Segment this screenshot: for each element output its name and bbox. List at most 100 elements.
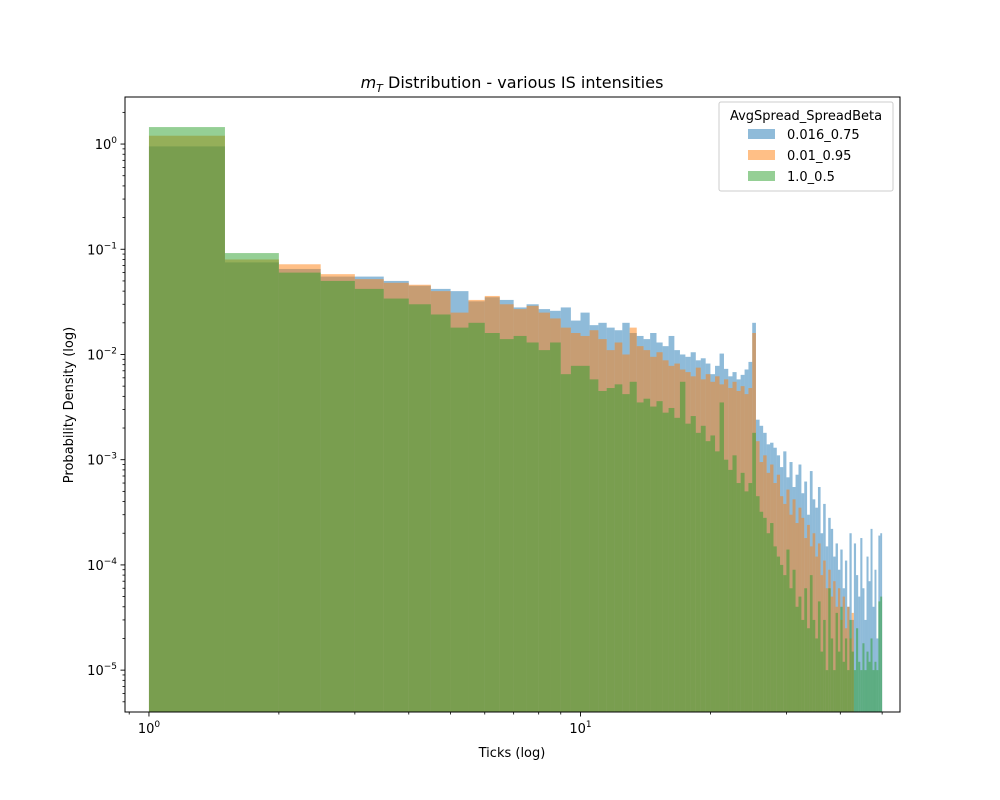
bar-1.0_0.5-14 [538,350,551,712]
bar-1.0_0.5-75 [833,670,836,712]
bar-1.0_0.5-74 [830,638,834,712]
bar-0.01_0.95-65 [807,524,810,712]
legend-title: AvgSpread_SpreadBeta [730,109,882,124]
bar-1.0_0.5-11 [499,339,514,712]
bar-0.016_0.75-90 [866,556,869,712]
bar-1.0_0.5-26 [643,398,651,712]
bar-1.0_0.5-23 [622,394,630,712]
bar-1.0_0.5-64 [804,588,808,712]
bar-1.0_0.5-16 [560,374,571,712]
bar-1.0_0.5-72 [825,670,829,712]
bar-1.0_0.5-59 [789,588,793,712]
bar-1.0_0.5-9 [468,322,485,712]
bar-1.0_0.5-68 [815,638,818,712]
bar-1.0_0.5-76 [835,612,838,712]
legend-swatch-2 [748,171,775,181]
bar-1.0_0.5-71 [823,619,826,712]
bar-1.0_0.5-65 [807,628,810,712]
bar-1.0_0.5-0 [148,127,225,713]
bar-1.0_0.5-67 [812,619,816,712]
bar-1.0_0.5-48 [752,432,756,712]
y-axis-label: Probability Density (log) [62,327,77,483]
bar-1.0_0.5-42 [728,469,733,712]
bar-1.0_0.5-69 [817,601,821,712]
bar-1.0_0.5-56 [780,564,784,712]
bar-1.0_0.5-50 [759,511,764,712]
bar-0.016_0.75-93 [872,606,875,712]
bar-1.0_0.5-82 [849,619,852,712]
x-axis-ticks: 100 101 [128,712,883,737]
bar-1.0_0.5-91 [868,661,871,712]
y-tick-label-2: 10−3 [87,452,117,469]
bar-0.016_0.75-94 [874,569,877,712]
legend: AvgSpread_SpreadBeta 0.016_0.75 0.01_0.95… [718,101,894,192]
bar-1.0_0.5-96 [878,601,881,712]
bar-1.0_0.5-3 [320,280,355,712]
bar-0.016_0.75-87 [860,538,863,712]
bar-1.0_0.5-6 [408,304,431,712]
bar-0.01_0.95-79 [842,596,845,712]
bar-1.0_0.5-94 [874,661,877,712]
bar-1.0_0.5-97 [880,596,883,712]
bar-1.0_0.5-61 [795,606,799,712]
bar-1.0_0.5-41 [723,459,729,712]
bar-1.0_0.5-38 [710,435,716,712]
bar-1.0_0.5-52 [766,533,771,712]
bar-1.0_0.5-4 [354,288,384,712]
bar-1.0_0.5-12 [513,335,527,712]
bar-1.0_0.5-35 [695,432,701,712]
bar-1.0_0.5-27 [650,406,657,712]
legend-label-2: 1.0_0.5 [787,170,835,185]
bar-1.0_0.5-36 [700,425,706,712]
bar-1.0_0.5-60 [792,569,796,712]
bar-1.0_0.5-78 [840,606,843,712]
bar-0.01_0.95-77 [837,588,841,712]
bar-1.0_0.5-21 [606,388,615,712]
bar-1.0_0.5-5 [383,298,409,712]
bar-1.0_0.5-66 [809,575,813,712]
y-tick-label-3: 10−2 [87,346,117,363]
bar-1.0_0.5-1 [224,253,279,712]
y-tick-label-5: 100 [95,136,118,153]
bar-1.0_0.5-49 [755,496,760,712]
bar-1.0_0.5-13 [526,342,539,712]
bar-1.0_0.5-24 [629,381,637,712]
bar-1.0_0.5-43 [732,455,737,712]
bar-1.0_0.5-39 [715,451,720,712]
bar-1.0_0.5-87 [860,670,863,712]
bar-1.0_0.5-45 [740,472,745,712]
bar-1.0_0.5-2 [278,272,321,712]
bar-1.0_0.5-28 [656,401,663,712]
bar-1.0_0.5-18 [580,365,590,712]
x-tick-label-1: 101 [569,720,591,737]
bar-1.0_0.5-55 [776,556,781,712]
bar-1.0_0.5-57 [783,575,787,712]
bar-0.01_0.95-68 [815,556,818,712]
bar-1.0_0.5-20 [598,390,607,712]
bar-1.0_0.5-29 [662,412,669,712]
legend-label-0: 0.016_0.75 [787,128,860,143]
bar-1.0_0.5-17 [570,365,581,712]
bar-1.0_0.5-83 [851,651,854,712]
bar-1.0_0.5-77 [837,651,841,712]
bar-1.0_0.5-89 [864,670,867,712]
bar-1.0_0.5-46 [744,491,749,712]
bar-1.0_0.5-88 [862,643,865,712]
bar-1.0_0.5-81 [847,670,850,712]
bar-0.01_0.95-63 [801,517,805,712]
y-axis-ticks: 10−5 10−4 10−3 10−2 10−1 100 [87,111,125,703]
bar-0.016_0.75-91 [868,581,871,712]
bar-1.0_0.5-85 [856,628,859,712]
bar-0.01_0.95-81 [847,606,850,712]
bar-1.0_0.5-40 [719,402,724,712]
legend-items: 0.016_0.75 0.01_0.95 1.0_0.5 [748,128,860,185]
bar-0.016_0.75-84 [853,543,857,712]
series-1.0_0.5 [148,127,883,713]
bar-0.016_0.75-92 [870,528,873,712]
bar-1.0_0.5-80 [844,638,848,712]
legend-box [718,101,894,192]
bar-1.0_0.5-8 [450,327,469,712]
y-tick-label-1: 10−4 [87,557,117,574]
bar-1.0_0.5-32 [679,381,686,712]
